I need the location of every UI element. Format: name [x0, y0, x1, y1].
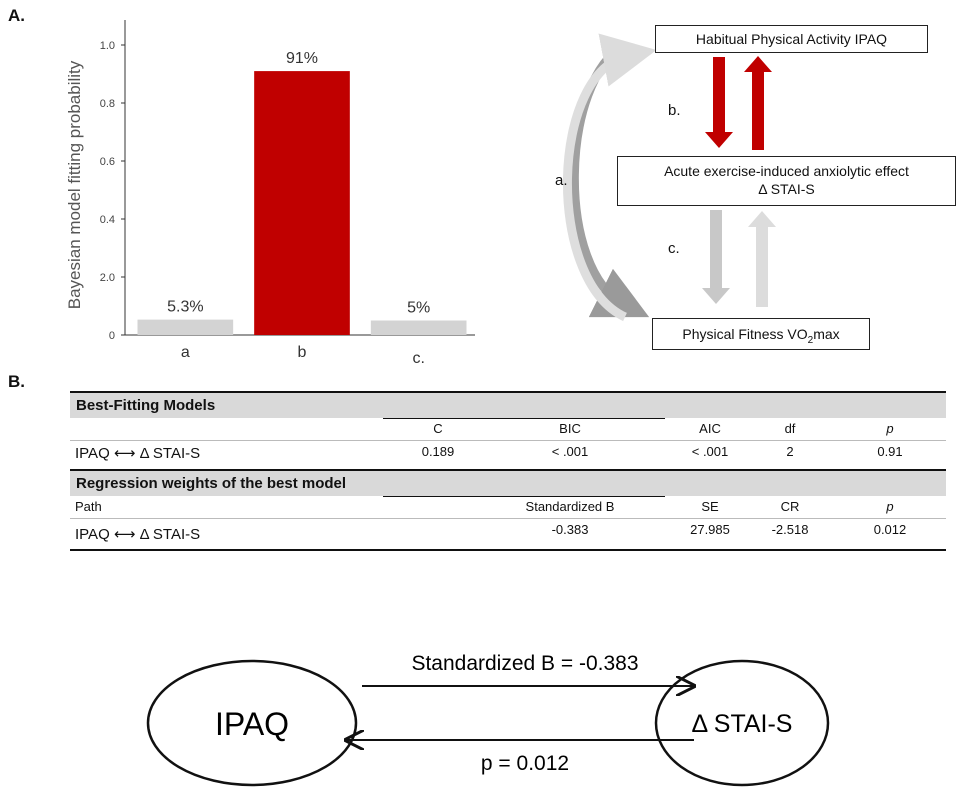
- bar-data-label-2: 5%: [407, 300, 430, 317]
- section2-header-stdb: Standardized B: [525, 499, 615, 514]
- x-tick-label-0: a: [181, 344, 190, 361]
- node-ipaq: [146, 659, 358, 787]
- y-axis-label: Bayesian model fitting probability: [65, 60, 84, 309]
- bar-chart: Bayesian model fitting probability 0 2.0 0…: [65, 20, 475, 367]
- panel-label-a: A.: [8, 6, 25, 25]
- bar-2: [370, 320, 467, 335]
- label-path-b: b.: [668, 102, 681, 119]
- node-stai-label: Δ STAI-S: [692, 710, 793, 738]
- path-bottom-label: p = 0.012: [481, 752, 569, 775]
- red-arrow-down: [705, 57, 733, 148]
- section1-header-aic: AIC: [699, 421, 721, 436]
- section2-header-row: Path Standardized B SE CR p: [70, 496, 946, 518]
- y-tick-label: 0: [109, 330, 115, 342]
- gray-arrow-down: [702, 210, 730, 304]
- box-habitual-physical-activity-text: Habitual Physical Activity IPAQ: [695, 31, 888, 47]
- section2-header-cr: CR: [780, 499, 800, 514]
- section2-row-label: IPAQ ⟷ Δ STAI-S: [75, 526, 201, 543]
- section1-data-row: IPAQ ⟷ Δ STAI-S 0.189 < .001 < .001 2 0.…: [70, 440, 946, 471]
- y-tick-label: 0.4: [100, 214, 115, 226]
- bar-1: [254, 71, 350, 335]
- y-tick-label: 2.0: [100, 272, 115, 284]
- x-tick-label-1: b: [298, 344, 307, 361]
- bar-data-label-0: 5.3%: [167, 299, 203, 316]
- section1-header-row: C BIC AIC df p: [70, 418, 946, 440]
- x-tick-label-2: c.: [412, 350, 424, 367]
- red-arrow-up: [744, 56, 772, 150]
- gray-arrow-up: [748, 211, 776, 307]
- section1-header-df: df: [784, 421, 796, 436]
- section2-header-se: SE: [701, 499, 719, 514]
- section1-value-c: 0.189: [421, 444, 455, 459]
- y-tick-label: 0.8: [100, 98, 115, 110]
- section2-value-se: 27.985: [690, 522, 730, 537]
- section2-data-row: IPAQ ⟷ Δ STAI-S -0.383 27.985 -2.518 0.0…: [70, 518, 946, 551]
- box-physical-fitness-suffix: max: [813, 326, 840, 342]
- box-habitual-physical-activity: Habitual Physical Activity IPAQ: [655, 25, 928, 53]
- bar-0: [137, 319, 234, 335]
- node-ipaq-label: IPAQ: [215, 706, 289, 742]
- y-tick-label: 1.0: [100, 40, 115, 52]
- curved-arrow-a-up: [563, 33, 657, 322]
- section1-title: Best-Fitting Models: [70, 391, 946, 418]
- model-diagram-arrows: [563, 33, 776, 322]
- panel-label-b: B.: [8, 372, 25, 391]
- box-anxiolytic-effect: Acute exercise-induced anxiolytic effect…: [617, 156, 956, 206]
- results-table: Best-Fitting Models C BIC AIC df p IPAQ …: [70, 391, 946, 551]
- box-physical-fitness: Physical Fitness VO2max: [652, 318, 870, 350]
- box-anxiolytic-effect-line1: Acute exercise-induced anxiolytic effect: [664, 163, 909, 179]
- section1-row-label: IPAQ ⟷ Δ STAI-S: [75, 445, 201, 462]
- path-diagram: IPAQ Δ STAI-S Standardized B = -0.383 p …: [146, 652, 830, 787]
- label-path-c: c.: [668, 240, 680, 257]
- section2-header-p: p: [886, 499, 894, 514]
- label-path-a: a.: [555, 172, 568, 189]
- bar-data-label-1: 91%: [286, 50, 318, 67]
- path-top-label: Standardized B = -0.383: [411, 652, 638, 675]
- section1-header-bic: BIC: [559, 421, 581, 436]
- section1-value-p: 0.91: [877, 444, 903, 459]
- box-physical-fitness-subscript: 2: [807, 334, 814, 346]
- section2-value-stdb: -0.383: [551, 522, 589, 537]
- box-anxiolytic-effect-line2: Δ STAI-S: [758, 181, 815, 197]
- section2-header-path: Path: [75, 499, 102, 514]
- section1-header-c: C: [433, 421, 443, 436]
- section2-value-cr: -2.518: [771, 522, 809, 537]
- section1-value-aic: < .001: [691, 444, 729, 459]
- section1-header-p: p: [886, 421, 894, 436]
- section2-title: Regression weights of the best model: [70, 471, 946, 496]
- node-stai: [654, 659, 830, 787]
- y-tick-label: 0.6: [100, 156, 115, 168]
- section1-value-bic: < .001: [551, 444, 589, 459]
- section1-value-df: 2: [786, 444, 794, 459]
- section2-value-p: 0.012: [873, 522, 907, 537]
- box-physical-fitness-prefix: Physical Fitness VO: [682, 326, 808, 342]
